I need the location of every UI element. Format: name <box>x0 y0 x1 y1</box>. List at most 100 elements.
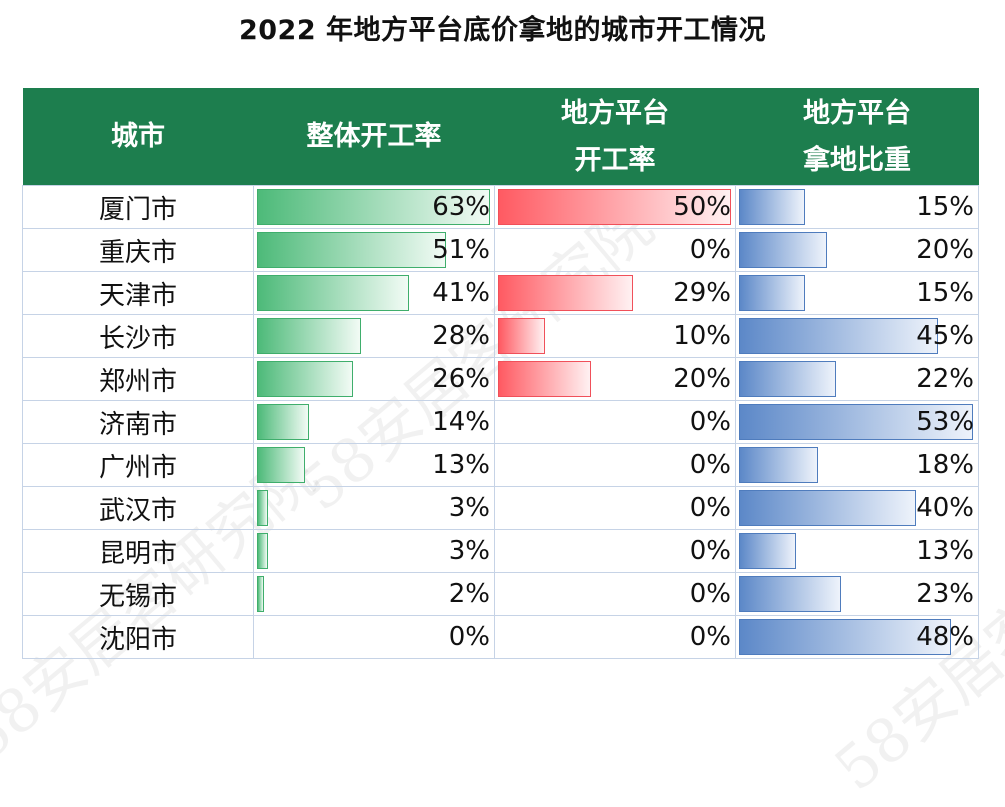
table-row: 天津市 41% 29% 15% <box>22 271 979 315</box>
platform-rate-cell: 0% <box>494 400 736 444</box>
overall-rate-value: 28% <box>432 321 490 351</box>
city-name: 郑州市 <box>22 357 254 401</box>
overall-rate-value: 41% <box>432 278 490 308</box>
city-name: 天津市 <box>22 271 254 315</box>
overall-rate-value: 13% <box>432 450 490 480</box>
overall-rate-cell: 14% <box>253 400 495 444</box>
header-platform-rate: 地方平台 开工率 <box>494 88 736 186</box>
table-row: 长沙市 28% 10% 45% <box>22 314 979 358</box>
platform-share-cell: 40% <box>735 486 979 530</box>
platform-rate-bar <box>498 361 591 397</box>
platform-rate-value: 50% <box>673 192 731 222</box>
platform-share-value: 53% <box>916 407 974 437</box>
overall-rate-value: 63% <box>432 192 490 222</box>
platform-rate-value: 0% <box>689 536 731 566</box>
overall-rate-cell: 51% <box>253 228 495 272</box>
platform-rate-cell: 0% <box>494 486 736 530</box>
overall-rate-cell: 3% <box>253 529 495 573</box>
overall-rate-value: 0% <box>448 622 490 652</box>
overall-rate-bar <box>257 275 409 311</box>
platform-share-bar <box>739 447 818 483</box>
city-name: 广州市 <box>22 443 254 487</box>
table-row: 无锡市 2% 0% 23% <box>22 572 979 616</box>
overall-rate-bar <box>257 232 446 268</box>
platform-rate-cell: 0% <box>494 572 736 616</box>
platform-share-value: 15% <box>916 192 974 222</box>
overall-rate-cell: 13% <box>253 443 495 487</box>
platform-rate-cell: 29% <box>494 271 736 315</box>
city-name: 沈阳市 <box>22 615 254 659</box>
header-overall-rate: 整体开工率 <box>253 88 495 186</box>
platform-share-cell: 13% <box>735 529 979 573</box>
overall-rate-value: 3% <box>448 493 490 523</box>
overall-rate-value: 3% <box>448 536 490 566</box>
chart-title: 2022 年地方平台底价拿地的城市开工情况 <box>238 15 767 46</box>
platform-rate-cell: 0% <box>494 443 736 487</box>
platform-rate-value: 0% <box>689 450 731 480</box>
platform-share-cell: 53% <box>735 400 979 444</box>
overall-rate-cell: 3% <box>253 486 495 530</box>
city-name: 厦门市 <box>22 185 254 229</box>
header-city: 城市 <box>22 88 254 186</box>
header-city-label: 城市 <box>111 121 165 152</box>
platform-share-value: 22% <box>916 364 974 394</box>
platform-rate-value: 0% <box>689 622 731 652</box>
overall-rate-cell: 63% <box>253 185 495 229</box>
platform-rate-bar <box>498 189 731 225</box>
city-name: 济南市 <box>22 400 254 444</box>
overall-rate-cell: 26% <box>253 357 495 401</box>
platform-share-bar <box>739 533 796 569</box>
platform-rate-cell: 50% <box>494 185 736 229</box>
header-overall-rate-label: 整体开工率 <box>306 121 442 152</box>
overall-rate-cell: 0% <box>253 615 495 659</box>
table-row: 武汉市 3% 0% 40% <box>22 486 979 530</box>
platform-rate-value: 0% <box>689 235 731 265</box>
platform-share-bar <box>739 189 805 225</box>
platform-rate-value: 20% <box>673 364 731 394</box>
table-row: 厦门市 63% 50% 15% <box>22 185 979 229</box>
city-name: 长沙市 <box>22 314 254 358</box>
platform-rate-value: 0% <box>689 407 731 437</box>
platform-share-cell: 15% <box>735 185 979 229</box>
platform-rate-cell: 0% <box>494 529 736 573</box>
table-row: 重庆市 51% 0% 20% <box>22 228 979 272</box>
overall-rate-value: 51% <box>432 235 490 265</box>
city-name: 重庆市 <box>22 228 254 272</box>
platform-share-value: 20% <box>916 235 974 265</box>
overall-rate-bar <box>257 189 490 225</box>
platform-rate-cell: 0% <box>494 228 736 272</box>
platform-share-value: 45% <box>916 321 974 351</box>
header-row: 城市 整体开工率 地方平台开工率 地方平台 拿地比重 <box>22 88 979 186</box>
header-platform-rate-line1: 地方平台 <box>561 97 669 129</box>
platform-share-value: 18% <box>916 450 974 480</box>
city-name: 昆明市 <box>22 529 254 573</box>
platform-rate-cell: 20% <box>494 357 736 401</box>
table-row: 昆明市 3% 0% 13% <box>22 529 979 573</box>
platform-share-value: 13% <box>916 536 974 566</box>
platform-share-bar <box>739 404 973 440</box>
platform-share-bar <box>739 490 916 526</box>
overall-rate-bar <box>257 404 309 440</box>
overall-rate-bar <box>257 490 268 526</box>
platform-share-value: 23% <box>916 579 974 609</box>
city-name: 无锡市 <box>22 572 254 616</box>
platform-share-bar <box>739 576 841 612</box>
platform-share-cell: 18% <box>735 443 979 487</box>
platform-share-bar <box>739 318 938 354</box>
platform-rate-cell: 10% <box>494 314 736 358</box>
platform-share-bar <box>739 361 836 397</box>
platform-rate-value: 0% <box>689 579 731 609</box>
header-platform-share-line1: 地方平台 <box>803 97 911 129</box>
header-platform-rate-line2: 开工率 <box>574 144 656 176</box>
platform-rate-value: 10% <box>673 321 731 351</box>
overall-rate-cell: 28% <box>253 314 495 358</box>
table-row: 广州市 13% 0% 18% <box>22 443 979 487</box>
platform-rate-bar <box>498 275 633 311</box>
overall-rate-value: 2% <box>448 579 490 609</box>
platform-share-bar <box>739 232 827 268</box>
city-name: 武汉市 <box>22 486 254 530</box>
platform-rate-cell: 0% <box>494 615 736 659</box>
platform-share-value: 48% <box>916 622 974 652</box>
header-platform-share: 地方平台 拿地比重 <box>735 88 979 186</box>
table-row: 郑州市 26% 20% 22% <box>22 357 979 401</box>
